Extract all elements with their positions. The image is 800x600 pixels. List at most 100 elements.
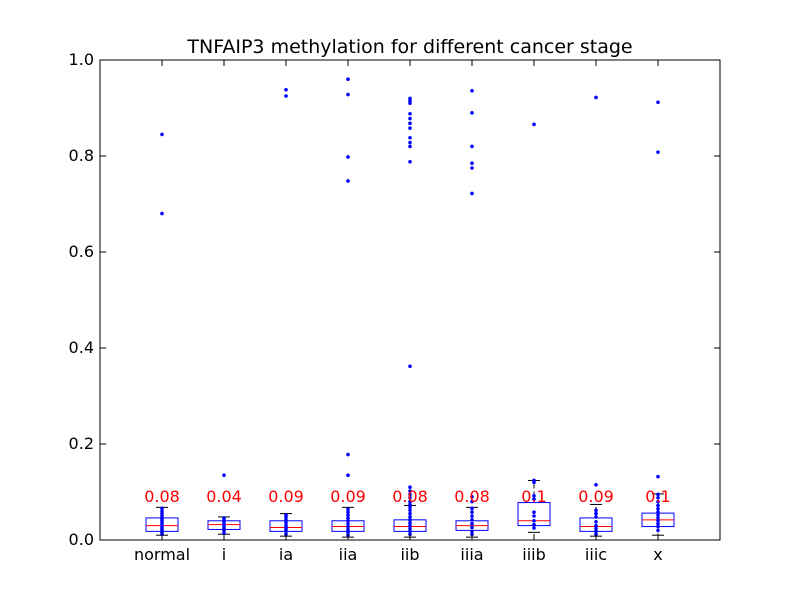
data-point xyxy=(408,518,412,522)
data-point xyxy=(408,502,412,507)
x-tick-label-x: x xyxy=(653,545,662,564)
data-point xyxy=(470,499,474,504)
chart-title: TNFAIP3 methylation for different cancer… xyxy=(186,36,632,58)
data-point xyxy=(408,140,412,145)
annotation-label: 0.04 xyxy=(206,487,242,506)
data-point xyxy=(594,519,598,524)
data-point xyxy=(346,77,350,81)
data-point xyxy=(532,519,536,523)
data-point xyxy=(594,523,598,528)
plot-marks: 0.08 0.04 0.09 0.09 0.08 0.08 0.1 0.09 0.1 xyxy=(144,77,675,538)
data-point xyxy=(408,159,412,164)
data-point xyxy=(160,132,164,137)
data-point xyxy=(346,452,350,457)
data-point xyxy=(594,529,598,534)
data-point xyxy=(594,95,598,100)
data-point xyxy=(346,516,350,520)
data-point xyxy=(656,499,660,504)
data-point xyxy=(408,126,412,130)
data-point xyxy=(532,497,536,502)
data-point xyxy=(408,121,412,126)
data-point xyxy=(656,521,660,526)
data-point xyxy=(470,521,474,526)
data-point xyxy=(656,492,660,497)
data-point xyxy=(470,525,474,530)
data-point xyxy=(408,495,412,500)
data-point xyxy=(656,495,660,500)
data-point xyxy=(160,506,164,511)
y-tick-label: 1.0 xyxy=(69,50,94,69)
data-point xyxy=(346,179,350,183)
data-point xyxy=(532,514,536,518)
data-point xyxy=(160,211,164,216)
data-point xyxy=(346,510,350,514)
annotation-label: 0.09 xyxy=(578,487,614,506)
x-tick-label-iiic: iiic xyxy=(585,545,607,564)
data-point xyxy=(284,520,288,525)
data-point xyxy=(470,191,474,196)
data-point xyxy=(346,513,350,517)
data-point xyxy=(284,523,288,528)
data-point xyxy=(408,499,412,504)
data-point xyxy=(470,166,474,170)
data-point xyxy=(346,155,350,159)
x-tick-label-ia: ia xyxy=(279,545,293,564)
data-point xyxy=(408,101,412,105)
x-tick-label-iiia: iiia xyxy=(460,545,483,564)
data-point xyxy=(656,100,660,105)
data-point xyxy=(656,503,660,508)
data-point xyxy=(470,518,474,522)
data-point xyxy=(408,526,412,531)
data-point xyxy=(408,135,412,140)
data-point xyxy=(470,510,474,514)
data-point xyxy=(532,122,536,127)
data-point xyxy=(408,144,412,149)
x-tick-label-iiib: iiib xyxy=(522,545,546,564)
data-point xyxy=(532,494,536,498)
data-point xyxy=(594,526,598,531)
annotation-label: 0.09 xyxy=(330,487,366,506)
data-point xyxy=(470,495,474,499)
annotation-label: 0.08 xyxy=(144,487,180,506)
data-point xyxy=(470,514,474,518)
data-point xyxy=(346,519,350,523)
y-tick-label: 0.4 xyxy=(69,338,94,357)
data-point xyxy=(532,522,536,527)
data-point xyxy=(346,507,350,512)
data-point xyxy=(470,161,474,165)
data-point xyxy=(408,364,412,369)
data-point xyxy=(656,474,660,479)
data-point xyxy=(470,144,474,149)
data-point xyxy=(346,473,350,478)
annotation-label: 0.08 xyxy=(454,487,490,506)
data-point xyxy=(284,518,288,522)
data-point xyxy=(346,530,350,535)
data-point xyxy=(656,516,660,520)
data-point xyxy=(532,480,536,485)
data-point xyxy=(594,515,598,519)
data-point xyxy=(408,492,412,497)
data-point xyxy=(408,511,412,516)
x-tick-label-i: i xyxy=(222,545,226,564)
annotation-label: 0.08 xyxy=(392,487,428,506)
data-point xyxy=(160,517,164,521)
data-point xyxy=(284,87,288,92)
data-point xyxy=(346,527,350,532)
data-point xyxy=(408,515,412,519)
y-tick-label: 0.2 xyxy=(69,434,94,453)
annotation-label: 0.1 xyxy=(521,487,546,506)
data-point xyxy=(470,88,474,93)
data-point xyxy=(284,94,288,98)
y-tick-label: 0.8 xyxy=(69,146,94,165)
data-point xyxy=(408,489,412,493)
x-tick-label-iia: iia xyxy=(339,545,358,564)
data-point xyxy=(408,508,412,513)
data-point xyxy=(408,111,412,116)
y-tick-label: 0.6 xyxy=(69,242,94,261)
data-point xyxy=(656,519,660,523)
data-point xyxy=(656,513,660,517)
data-point xyxy=(656,524,660,529)
data-point xyxy=(408,520,412,525)
